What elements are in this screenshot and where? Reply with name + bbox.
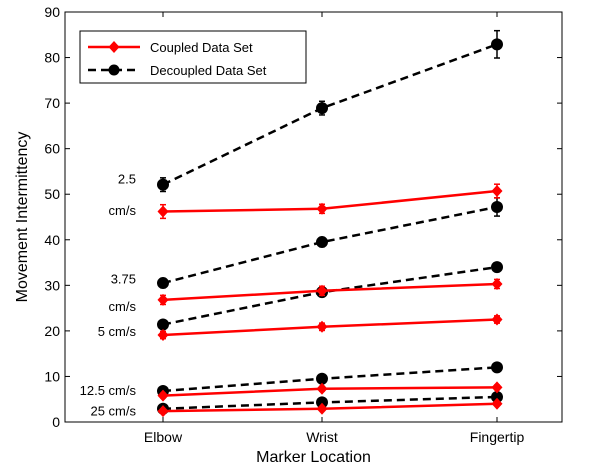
speed-label: cm/s xyxy=(109,203,137,218)
y-tick-label: 20 xyxy=(44,323,60,339)
speed-labels: 2.5 cm/s 3.75 cm/s 5 cm/s 12.5 cm/s 25 cm/s xyxy=(80,171,137,418)
y-axis: 0 10 20 30 40 50 60 70 80 90 xyxy=(44,4,562,430)
decoupled-series xyxy=(157,197,503,290)
y-axis-label: Movement Intermittency xyxy=(14,132,31,303)
data-point xyxy=(316,396,328,409)
legend-label-decoupled: Decoupled Data Set xyxy=(150,63,267,78)
data-point xyxy=(157,328,169,341)
y-tick-label: 70 xyxy=(44,95,60,111)
data-point xyxy=(491,313,503,326)
legend-box xyxy=(79,30,307,84)
data-point xyxy=(491,397,503,410)
coupled-series xyxy=(157,397,503,418)
series-layer xyxy=(157,29,503,418)
data-point xyxy=(316,236,328,249)
speed-label: 3.75 xyxy=(111,272,136,287)
coupled-series xyxy=(157,277,503,306)
data-point xyxy=(316,372,328,385)
data-point xyxy=(316,284,328,297)
data-point xyxy=(316,402,328,415)
x-tick-label: Wrist xyxy=(306,429,338,445)
y-tick-label: 30 xyxy=(44,277,60,293)
data-point xyxy=(316,102,328,115)
decoupled-series xyxy=(157,29,503,193)
x-axis-label: Marker Location xyxy=(256,449,371,466)
data-point xyxy=(491,390,503,403)
x-tick-label: Elbow xyxy=(144,429,183,445)
data-point xyxy=(491,185,503,198)
data-point xyxy=(491,200,503,213)
x-axis: Elbow Wrist Fingertip xyxy=(144,12,525,445)
speed-label: 25 cm/s xyxy=(90,404,136,419)
series-line xyxy=(162,395,498,411)
data-point xyxy=(491,38,503,51)
series-line xyxy=(162,318,498,337)
data-point xyxy=(491,261,503,274)
data-point xyxy=(491,361,503,374)
speed-label: 5 cm/s xyxy=(98,324,137,339)
coupled-series xyxy=(157,313,503,341)
speed-label: 2.5 xyxy=(118,171,136,186)
y-tick-label: 60 xyxy=(44,141,60,157)
x-tick-label: Fingertip xyxy=(470,429,525,445)
coupled-series xyxy=(157,381,503,402)
series-line xyxy=(162,386,498,397)
decoupled-series xyxy=(157,261,503,331)
data-point xyxy=(157,293,169,306)
data-point xyxy=(316,382,328,395)
speed-label: cm/s xyxy=(109,299,137,314)
y-tick-label: 10 xyxy=(44,368,60,384)
speed-label: 12.5 cm/s xyxy=(80,383,137,398)
y-tick-label: 40 xyxy=(44,232,60,248)
data-point xyxy=(157,405,169,418)
data-point xyxy=(157,389,169,402)
legend-marker-decoupled xyxy=(108,64,120,76)
series-line xyxy=(162,205,498,285)
y-tick-label: 50 xyxy=(44,186,60,202)
coupled-series xyxy=(157,183,503,220)
plot-frame xyxy=(64,11,563,423)
y-tick-label: 0 xyxy=(52,414,60,430)
y-tick-label: 90 xyxy=(44,4,60,20)
y-tick-label: 80 xyxy=(44,50,60,66)
series-line xyxy=(162,189,498,213)
data-point xyxy=(157,277,169,290)
legend-label-coupled: Coupled Data Set xyxy=(150,40,253,55)
decoupled-series xyxy=(157,361,503,398)
legend-marker-coupled xyxy=(108,41,120,53)
series-line xyxy=(162,402,498,413)
data-point xyxy=(157,318,169,331)
data-point xyxy=(491,277,503,290)
data-point xyxy=(157,205,169,218)
data-point xyxy=(157,178,169,191)
data-point xyxy=(491,381,503,394)
data-point xyxy=(316,320,328,333)
data-point xyxy=(316,202,328,215)
legend: Coupled Data Set Decoupled Data Set xyxy=(79,30,307,84)
